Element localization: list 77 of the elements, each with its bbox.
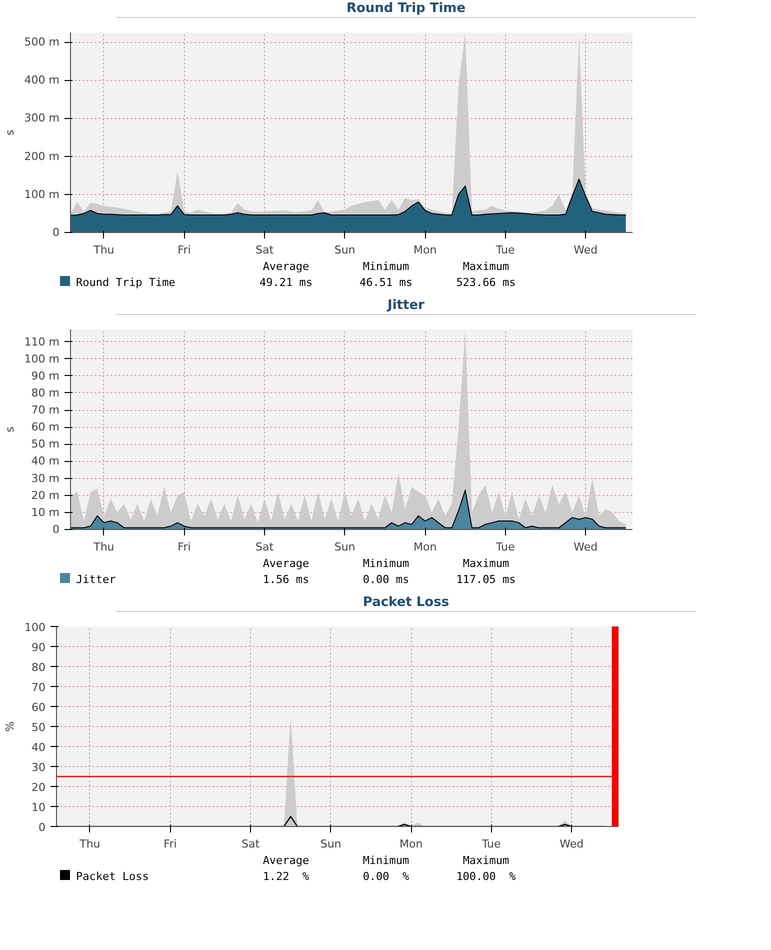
y-tick-label: 80 [32,661,46,674]
y-tick-label: 10 [32,801,46,814]
x-tick-label: Thu [78,838,100,850]
chart-title: Jitter [388,297,424,315]
x-tick-label: Fri [164,838,177,850]
y-tick-label: 40 [32,741,46,754]
y-axis-title: % [4,721,17,732]
legend-label: Jitter [76,572,117,588]
x-tick-label: Tue [494,540,516,554]
text: 117.05 ms [455,572,517,588]
legend-label: Round Trip Time [76,274,176,290]
x-tick-label: Thu [92,540,114,554]
text: Minimum [362,556,410,572]
y-axis-title: s [3,129,16,136]
y-tick-label: 20 m [31,488,60,502]
y-tick-label: 50 [32,721,46,734]
text: Average [262,259,310,275]
x-tick-label: Mon [414,244,437,256]
y-tick-label: 30 [32,761,46,774]
x-tick-label: Tue [480,838,502,850]
text: Maximum [462,853,510,869]
y-tick-label: 70 [32,681,46,694]
y-tick-label: 100 [24,621,46,634]
text: 0.00 % [362,868,410,884]
y-tick-label: 200 m [24,150,60,163]
y-tick-label: 0 [38,821,46,834]
y-tick-label: 60 m [31,420,60,434]
x-tick-label: Mon [400,838,423,850]
text: 0.00 ms [362,572,410,588]
text: 1.22 % [262,868,310,884]
text: 523.66 ms [455,274,517,290]
x-tick-label: Sun [334,244,356,256]
x-tick-label: Wed [574,244,598,256]
text: Maximum [462,259,510,275]
x-tick-label: Fri [178,540,191,554]
x-tick-label: Sat [242,838,260,850]
x-tick-label: Fri [178,244,191,256]
x-tick-label: Sat [256,244,274,256]
y-tick-label: 70 m [31,404,60,417]
y-tick-label: 90 [32,641,46,654]
text: Average [262,853,310,869]
y-tick-label: 0 [52,523,60,536]
y-tick-label: 10 m [31,506,60,519]
y-axis-title: s [3,426,16,432]
text: Minimum [362,259,410,275]
x-tick-label: Mon [414,540,437,554]
y-tick-label: 50 m [31,438,60,451]
x-tick-label: Sun [334,540,356,554]
text: 46.51 ms [358,274,414,290]
x-tick-label: Wed [560,838,584,850]
chart-title: Round Trip Time [346,0,466,18]
x-tick-label: Sun [320,838,342,850]
y-tick-label: 300 m [24,112,60,125]
x-tick-label: Sat [256,540,274,554]
y-tick-label: 20 [32,781,46,794]
text: Minimum [362,853,410,869]
text: Average [262,556,310,572]
text: 49.21 ms [258,274,314,290]
y-tick-label: 90 m [31,369,60,382]
y-tick-label: 400 m [24,74,60,87]
text: Maximum [462,556,510,572]
y-tick-label: 500 m [24,36,60,49]
legend-label: Packet Loss [76,868,150,884]
x-tick-label: Tue [494,244,516,256]
chart-title: Packet Loss [362,594,450,612]
x-tick-label: Thu [92,244,114,256]
y-tick-label: 60 [32,701,46,714]
y-tick-label: 100 m [24,352,60,366]
y-tick-label: 30 m [31,472,60,485]
y-tick-label: 100 m [24,188,60,201]
y-tick-label: 110 m [24,335,60,348]
y-tick-label: 0 [52,226,60,239]
y-tick-label: 40 m [31,454,60,468]
text: 100.00 % [455,868,517,884]
y-tick-label: 80 m [31,386,60,400]
text: 1.56 ms [262,572,310,588]
x-tick-label: Wed [574,540,598,554]
